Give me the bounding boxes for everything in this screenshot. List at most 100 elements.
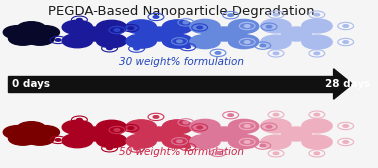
Bar — [8, 76, 336, 92]
Circle shape — [163, 134, 193, 148]
Polygon shape — [333, 69, 352, 99]
Circle shape — [190, 35, 220, 49]
Circle shape — [302, 19, 332, 33]
Circle shape — [128, 127, 134, 129]
Circle shape — [215, 152, 221, 154]
Circle shape — [261, 35, 291, 49]
Circle shape — [77, 118, 82, 121]
Circle shape — [190, 119, 220, 133]
Circle shape — [281, 127, 311, 141]
Circle shape — [114, 129, 120, 131]
Circle shape — [229, 19, 259, 33]
Circle shape — [183, 21, 189, 24]
Circle shape — [134, 147, 139, 150]
Circle shape — [96, 134, 127, 148]
Circle shape — [266, 125, 272, 128]
Circle shape — [126, 20, 156, 34]
Circle shape — [190, 135, 220, 149]
Text: 28 days: 28 days — [325, 79, 370, 89]
Circle shape — [31, 126, 59, 139]
Circle shape — [144, 27, 175, 41]
Circle shape — [153, 116, 159, 118]
Circle shape — [177, 40, 182, 43]
Circle shape — [62, 34, 93, 48]
Circle shape — [228, 114, 233, 116]
Circle shape — [126, 134, 156, 148]
Circle shape — [261, 135, 291, 149]
Circle shape — [96, 20, 127, 34]
Circle shape — [273, 52, 279, 55]
Circle shape — [62, 134, 93, 148]
Circle shape — [163, 120, 193, 134]
Circle shape — [183, 121, 189, 124]
Circle shape — [343, 125, 349, 127]
Circle shape — [126, 34, 156, 48]
Circle shape — [3, 126, 32, 139]
Circle shape — [190, 19, 220, 33]
Circle shape — [25, 132, 54, 145]
Circle shape — [281, 27, 311, 41]
Circle shape — [245, 125, 250, 127]
Circle shape — [17, 22, 46, 35]
Circle shape — [185, 146, 191, 148]
Circle shape — [96, 120, 127, 134]
Circle shape — [302, 35, 332, 49]
Circle shape — [77, 18, 82, 21]
Circle shape — [228, 14, 233, 16]
Circle shape — [273, 113, 279, 116]
Circle shape — [314, 52, 320, 55]
Circle shape — [62, 120, 93, 134]
Circle shape — [209, 127, 239, 141]
Circle shape — [177, 140, 182, 143]
Circle shape — [197, 126, 203, 129]
Circle shape — [3, 26, 32, 39]
Circle shape — [107, 147, 112, 150]
Circle shape — [114, 29, 120, 31]
Circle shape — [229, 35, 259, 49]
Circle shape — [185, 46, 191, 48]
Circle shape — [261, 19, 291, 33]
Circle shape — [126, 120, 156, 134]
Circle shape — [163, 34, 193, 48]
Circle shape — [302, 135, 332, 149]
Text: 0 days: 0 days — [12, 79, 50, 89]
Circle shape — [343, 141, 349, 143]
Circle shape — [128, 27, 134, 29]
Circle shape — [197, 26, 203, 29]
Text: 30 weight% formulation: 30 weight% formulation — [119, 57, 243, 67]
Circle shape — [260, 44, 265, 47]
Circle shape — [266, 25, 272, 28]
Circle shape — [17, 122, 46, 135]
Circle shape — [273, 152, 279, 155]
Circle shape — [79, 127, 110, 141]
Circle shape — [229, 135, 259, 149]
Circle shape — [144, 127, 175, 141]
Circle shape — [273, 13, 279, 16]
Circle shape — [215, 52, 221, 54]
Text: 50 weight% formulation: 50 weight% formulation — [119, 147, 243, 157]
Circle shape — [8, 32, 37, 45]
Circle shape — [343, 25, 349, 27]
Circle shape — [55, 39, 61, 41]
Circle shape — [314, 113, 320, 116]
Circle shape — [8, 132, 37, 145]
Text: PEGDA-Based Nanoparticle Degradation: PEGDA-Based Nanoparticle Degradation — [48, 5, 314, 18]
Circle shape — [261, 119, 291, 133]
Circle shape — [107, 47, 112, 50]
Circle shape — [25, 32, 54, 45]
Circle shape — [134, 47, 139, 50]
Circle shape — [314, 13, 320, 16]
Circle shape — [96, 34, 127, 48]
Circle shape — [31, 26, 59, 39]
Circle shape — [209, 27, 239, 41]
Circle shape — [229, 119, 259, 133]
Circle shape — [153, 16, 159, 18]
Circle shape — [62, 20, 93, 34]
Circle shape — [55, 139, 61, 141]
Circle shape — [260, 144, 265, 147]
Circle shape — [343, 41, 349, 43]
Circle shape — [163, 20, 193, 34]
Circle shape — [302, 119, 332, 133]
Circle shape — [314, 152, 320, 155]
Circle shape — [245, 141, 250, 143]
